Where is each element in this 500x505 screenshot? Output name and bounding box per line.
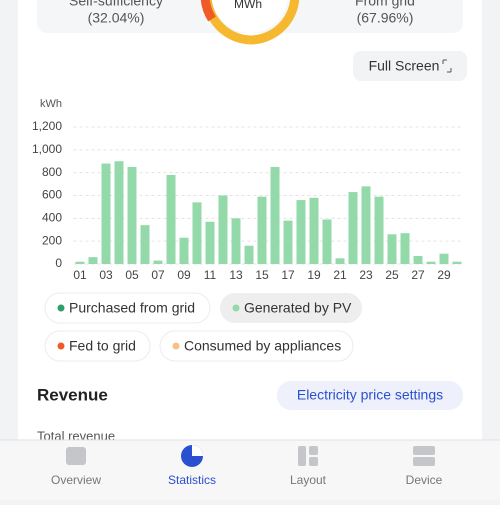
x-tick-label: 29 [437, 268, 451, 282]
x-tick-label: 15 [255, 268, 269, 282]
y-tick-label: 400 [42, 211, 62, 225]
y-tick-label: 200 [42, 233, 62, 247]
bar [257, 196, 267, 264]
donut-hole [212, 0, 288, 33]
nav-label[interactable]: Layout [290, 473, 327, 487]
legend-pill[interactable] [220, 293, 362, 323]
chart: kWh 0 200 400 600 800 1,000 1,200 01 03 05 07 09 11 13… [32, 98, 464, 362]
bar [387, 234, 397, 264]
x-tick-label: 13 [229, 268, 243, 282]
bar [75, 261, 85, 264]
x-tick-label: 27 [411, 268, 425, 282]
legend-swatch [57, 342, 65, 350]
bar [309, 197, 319, 264]
legend-item[interactable]: Consumed by appliances [159, 330, 354, 362]
y-tick-label: 1,200 [32, 119, 62, 133]
bar [205, 221, 215, 264]
y-tick-label: 0 [55, 256, 62, 270]
bar [270, 166, 280, 264]
legend-label: Purchased from grid [69, 300, 195, 316]
button-bg[interactable] [277, 381, 463, 410]
legend-label: Generated by PV [244, 300, 352, 316]
donut-yellow [249, 0, 300, 45]
bar [452, 261, 462, 264]
x-tick-label: 11 [204, 268, 217, 282]
bar [231, 218, 241, 264]
nav-icon [309, 457, 318, 466]
x-tick-label: 23 [359, 268, 373, 282]
bar [439, 253, 449, 264]
y-tick-label: 1,000 [32, 142, 62, 156]
nav-icon [66, 447, 86, 465]
bar [322, 219, 332, 264]
bar [127, 166, 137, 264]
bar [361, 186, 371, 264]
expand-icon [442, 59, 452, 73]
x-tick-label: 03 [99, 268, 113, 282]
summary-value: (32.04%) [88, 10, 145, 26]
nav-icon [413, 457, 435, 466]
nav-label[interactable]: Statistics [168, 473, 216, 487]
bar [101, 163, 111, 264]
price-settings-button[interactable]: Electricity price settings [277, 381, 463, 410]
bar [153, 260, 163, 264]
legend-pill[interactable] [159, 330, 354, 362]
full-screen-button[interactable]: Full Screen [353, 51, 467, 81]
bar [114, 161, 124, 264]
bar [244, 245, 254, 264]
summary-value: (67.96%) [357, 10, 414, 26]
x-tick-label: 07 [151, 268, 165, 282]
bar [166, 174, 176, 264]
x-tick-label: 19 [307, 268, 321, 282]
bar [413, 256, 423, 264]
nav-icon-slice [192, 445, 203, 456]
y-unit: kWh [40, 98, 62, 110]
bar [400, 233, 410, 264]
bar [179, 237, 189, 264]
button-label[interactable]: Full Screen [369, 58, 440, 74]
legend-pill[interactable] [44, 292, 211, 324]
legend-pill[interactable] [44, 330, 151, 362]
legend-label: Fed to grid [69, 338, 136, 354]
button-bg[interactable] [353, 51, 467, 81]
nav-icon [298, 446, 306, 466]
button-label[interactable]: Electricity price settings [297, 387, 443, 403]
bar [283, 220, 293, 264]
bar [192, 202, 202, 264]
x-tick-label: 05 [125, 268, 139, 282]
x-tick-label: 01 [73, 268, 87, 282]
summary-unit: MWh [234, 0, 262, 11]
bar [335, 258, 345, 264]
bar [426, 261, 436, 264]
donut-orange [200, 0, 216, 22]
legend-item[interactable]: Purchased from grid [44, 292, 211, 324]
bar [218, 195, 228, 264]
summary-label: Self-sufficiency [69, 0, 163, 9]
legend-item[interactable]: Generated by PV [220, 293, 362, 323]
bar [140, 225, 150, 264]
y-tick-label: 800 [42, 165, 62, 179]
legend-swatch [172, 342, 180, 350]
bar [88, 257, 98, 264]
legend-label: Consumed by appliances [184, 338, 341, 354]
legend-swatch [57, 304, 65, 312]
nav-icon [309, 446, 318, 455]
section-title: Revenue [37, 385, 108, 404]
bar [296, 200, 306, 264]
x-tick-label: 09 [177, 268, 191, 282]
bar [374, 196, 384, 264]
nav-icon [413, 446, 435, 455]
x-tick-label: 21 [333, 268, 347, 282]
nav-items: Overview Statistics Layout Device [51, 473, 443, 487]
bar [348, 192, 358, 264]
x-tick-label: 17 [281, 268, 295, 282]
nav-label[interactable]: Device [406, 473, 443, 487]
nav-label[interactable]: Overview [51, 473, 101, 487]
legend-item[interactable]: Fed to grid [44, 330, 151, 362]
y-tick-label: 600 [42, 188, 62, 202]
summary-label: From grid [355, 0, 415, 9]
x-tick-label: 25 [385, 268, 399, 282]
legend-swatch [232, 304, 240, 312]
